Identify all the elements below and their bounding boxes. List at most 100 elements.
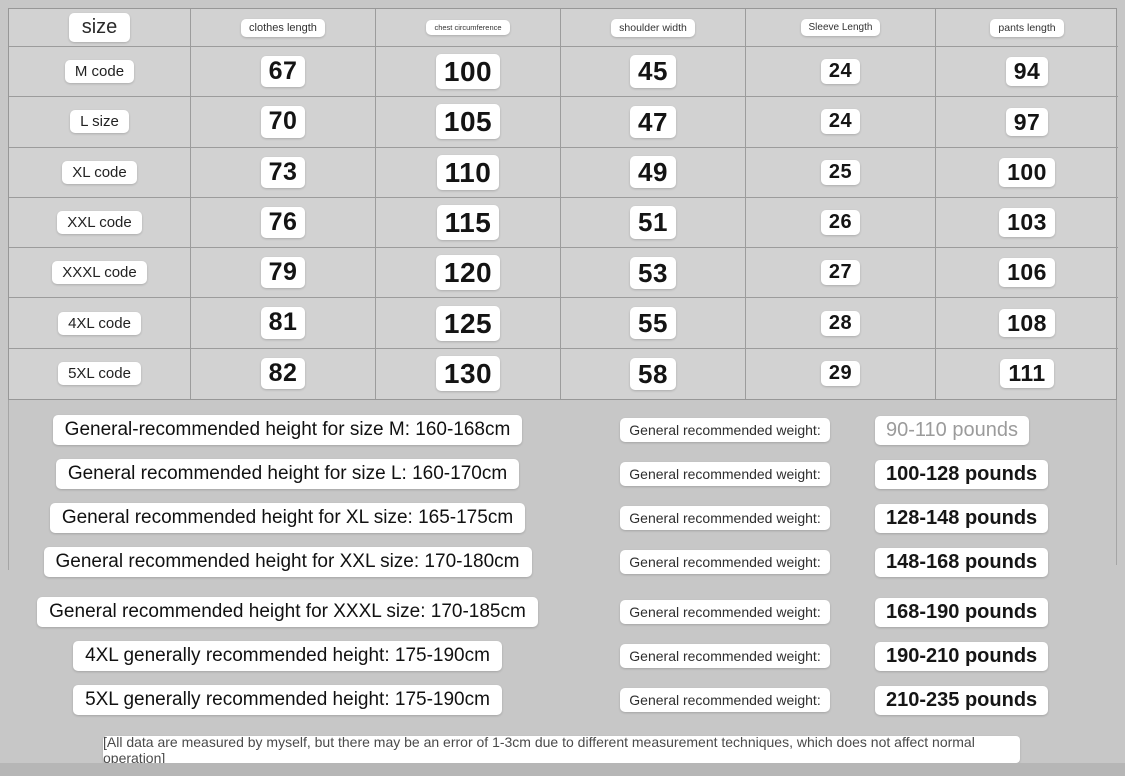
table-cell: 45 bbox=[561, 47, 746, 98]
table-row-l-size: L size bbox=[9, 97, 191, 148]
value-chip: 100 bbox=[999, 157, 1055, 187]
recommendation-row-m: General-recommended height for size M: 1… bbox=[0, 408, 1125, 452]
table-cell: 25 bbox=[746, 147, 936, 198]
table-cell: 82 bbox=[191, 348, 376, 399]
table-cell: 58 bbox=[561, 348, 746, 399]
header-shoulder-width-label: shoulder width bbox=[611, 18, 695, 37]
size-table: size clothes length chest circumference … bbox=[8, 8, 1118, 400]
value-chip: 94 bbox=[1005, 57, 1049, 87]
table-cell: 110 bbox=[376, 147, 561, 198]
table-row-m-size: M code bbox=[9, 47, 191, 98]
table-cell: 100 bbox=[376, 47, 561, 98]
value-chip: 115 bbox=[436, 204, 500, 240]
size-label: M code bbox=[64, 60, 135, 84]
value-chip: 51 bbox=[630, 206, 676, 239]
value-chip: 105 bbox=[435, 104, 501, 140]
weight-value: 210-235 pounds bbox=[875, 685, 1049, 715]
bottom-strip bbox=[0, 763, 1125, 776]
table-cell: 106 bbox=[936, 248, 1118, 299]
header-sleeve-length-label: Sleeve Length bbox=[800, 19, 881, 36]
table-cell: 28 bbox=[746, 298, 936, 349]
table-cell: 125 bbox=[376, 298, 561, 349]
table-cell: 100 bbox=[936, 148, 1118, 198]
header-cell-chest-circumference: chest circumference bbox=[376, 9, 561, 47]
value-chip: 82 bbox=[260, 358, 306, 390]
value-chip: 67 bbox=[260, 56, 306, 88]
table-cell: 53 bbox=[561, 248, 746, 299]
table-row-4xl-size: 4XL code bbox=[9, 298, 191, 349]
weight-value: 100-128 pounds bbox=[875, 459, 1049, 489]
value-chip: 53 bbox=[630, 256, 676, 290]
value-chip: 103 bbox=[999, 208, 1055, 237]
value-chip: 24 bbox=[820, 59, 861, 85]
table-row-xxl-size: XXL code bbox=[9, 197, 191, 249]
table-cell: 51 bbox=[561, 197, 746, 249]
recommendation-row-l: General recommended height for size L: 1… bbox=[0, 452, 1125, 496]
weight-label: General recommended weight: bbox=[620, 550, 830, 574]
size-label: L size bbox=[70, 110, 129, 134]
value-chip: 125 bbox=[435, 305, 501, 341]
table-cell: 47 bbox=[561, 97, 746, 148]
table-cell: 79 bbox=[191, 248, 376, 299]
weight-label: General recommended weight: bbox=[620, 462, 830, 486]
value-chip: 55 bbox=[630, 306, 676, 340]
table-row-5xl-size: 5XL code bbox=[9, 348, 191, 399]
height-recommendation: General recommended height for XXL size:… bbox=[43, 547, 532, 577]
table-row-xl-size: XL code bbox=[9, 147, 191, 198]
table-cell: 120 bbox=[376, 248, 561, 299]
value-chip: 45 bbox=[630, 55, 676, 88]
table-cell: 111 bbox=[936, 349, 1118, 399]
recommendation-row-xxl: General recommended height for XXL size:… bbox=[0, 540, 1125, 584]
size-label: XXL code bbox=[57, 210, 142, 234]
recommendations-section: General-recommended height for size M: 1… bbox=[0, 408, 1125, 722]
weight-label: General recommended weight: bbox=[620, 600, 830, 624]
table-cell: 94 bbox=[936, 47, 1118, 98]
value-chip: 70 bbox=[260, 106, 306, 138]
height-recommendation: General recommended height for size L: 1… bbox=[55, 459, 520, 489]
measurement-disclaimer: [All data are measured by myself, but th… bbox=[103, 734, 1020, 766]
weight-value: 128-148 pounds bbox=[875, 503, 1049, 533]
value-chip: 26 bbox=[820, 209, 861, 235]
header-cell-shoulder-width: shoulder width bbox=[561, 9, 746, 47]
value-chip: 110 bbox=[436, 154, 500, 190]
size-label: 4XL code bbox=[58, 311, 141, 335]
weight-value: 190-210 pounds bbox=[875, 641, 1049, 671]
recommendation-row-4xl: 4XL generally recommended height: 175-19… bbox=[0, 634, 1125, 678]
header-size-label: size bbox=[68, 13, 131, 42]
value-chip: 97 bbox=[1005, 107, 1049, 137]
table-cell: 105 bbox=[376, 97, 561, 148]
value-chip: 28 bbox=[820, 310, 861, 336]
height-recommendation: 5XL generally recommended height: 175-19… bbox=[73, 685, 502, 715]
table-cell: 24 bbox=[746, 97, 936, 148]
weight-value: 168-190 pounds bbox=[875, 597, 1049, 627]
table-row-xxxl-size: XXXL code bbox=[9, 248, 191, 299]
table-cell: 73 bbox=[191, 147, 376, 198]
size-label: 5XL code bbox=[58, 362, 141, 386]
table-cell: 67 bbox=[191, 47, 376, 98]
weight-value: 148-168 pounds bbox=[875, 547, 1049, 577]
value-chip: 27 bbox=[820, 260, 861, 286]
table-cell: 103 bbox=[936, 198, 1118, 249]
table-cell: 97 bbox=[936, 97, 1118, 148]
value-chip: 49 bbox=[630, 155, 676, 189]
weight-label: General recommended weight: bbox=[620, 688, 830, 712]
table-cell: 115 bbox=[376, 197, 561, 249]
weight-value: 90-110 pounds bbox=[875, 415, 1029, 445]
height-recommendation: 4XL generally recommended height: 175-19… bbox=[73, 641, 502, 671]
table-cell: 108 bbox=[936, 298, 1118, 349]
height-recommendation: General recommended height for XL size: … bbox=[49, 503, 526, 533]
table-cell: 130 bbox=[376, 348, 561, 399]
header-cell-clothes-length: clothes length bbox=[191, 9, 376, 47]
height-recommendation: General-recommended height for size M: 1… bbox=[52, 415, 523, 445]
weight-label: General recommended weight: bbox=[620, 644, 830, 668]
value-chip: 100 bbox=[435, 54, 501, 90]
table-cell: 55 bbox=[561, 298, 746, 349]
table-cell: 24 bbox=[746, 47, 936, 98]
height-recommendation: General recommended height for XXXL size… bbox=[37, 597, 538, 627]
recommendation-row-xxxl: General recommended height for XXXL size… bbox=[0, 590, 1125, 634]
value-chip: 120 bbox=[435, 255, 501, 291]
left-frame-line bbox=[8, 400, 9, 570]
recommendation-row-5xl: 5XL generally recommended height: 175-19… bbox=[0, 678, 1125, 722]
header-cell-pants-length: pants length bbox=[936, 9, 1118, 47]
table-cell: 29 bbox=[746, 348, 936, 399]
